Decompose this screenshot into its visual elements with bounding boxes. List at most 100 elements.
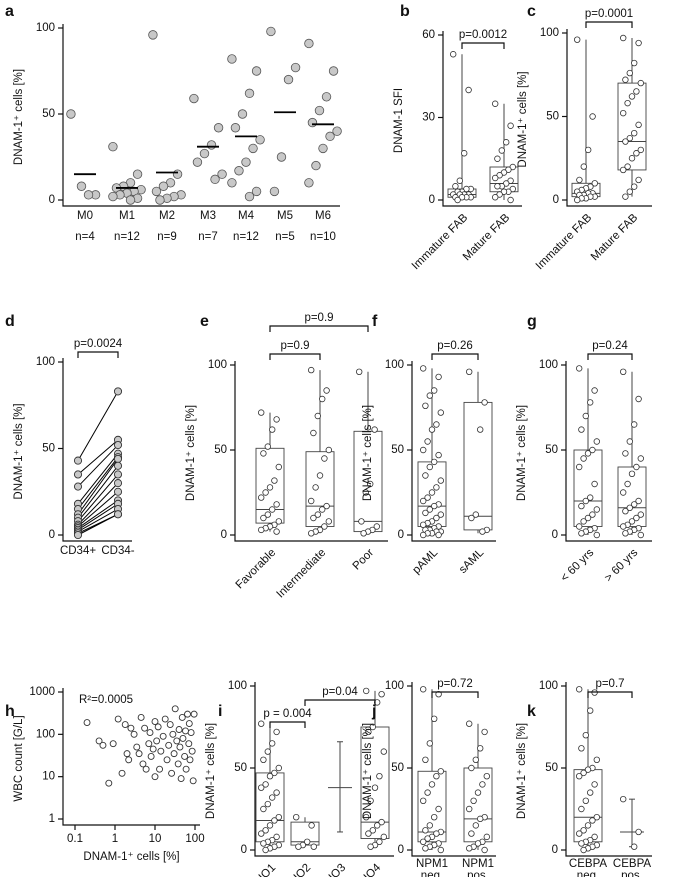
y-tick-label: 100 bbox=[36, 22, 55, 34]
point bbox=[433, 484, 440, 491]
point bbox=[587, 494, 594, 501]
point bbox=[431, 715, 438, 722]
point bbox=[227, 178, 237, 188]
point bbox=[422, 472, 429, 479]
n-label: n=9 bbox=[157, 231, 177, 243]
axes bbox=[565, 682, 652, 857]
bracket bbox=[304, 699, 376, 706]
point bbox=[472, 511, 479, 518]
bracket bbox=[269, 721, 306, 728]
point bbox=[498, 147, 505, 154]
point bbox=[492, 194, 499, 201]
point bbox=[179, 734, 187, 742]
point bbox=[633, 514, 640, 522]
point bbox=[73, 482, 83, 491]
x-tick-label: Favorable bbox=[234, 547, 279, 592]
y-tick-label: 0 bbox=[429, 194, 435, 206]
point bbox=[477, 745, 484, 752]
y-tick-label: 1000 bbox=[29, 686, 55, 698]
point bbox=[574, 196, 581, 204]
point bbox=[584, 450, 592, 457]
point bbox=[420, 838, 427, 845]
point bbox=[319, 506, 326, 513]
point bbox=[431, 458, 438, 466]
point bbox=[365, 830, 372, 837]
y-tick-label: 50 bbox=[545, 762, 558, 774]
panel-letter: d bbox=[5, 313, 15, 330]
y-tick-label: 100 bbox=[540, 27, 559, 39]
point bbox=[593, 814, 600, 821]
point bbox=[258, 409, 265, 416]
point bbox=[304, 38, 314, 49]
point bbox=[113, 510, 123, 519]
point bbox=[371, 426, 378, 433]
x-tick-label: CD34- bbox=[101, 545, 134, 557]
point bbox=[269, 740, 276, 747]
panel-letter: b bbox=[400, 3, 410, 20]
point bbox=[582, 797, 589, 804]
point bbox=[262, 781, 269, 788]
point bbox=[155, 195, 165, 205]
y-tick-label: 50 bbox=[546, 111, 559, 123]
point bbox=[290, 62, 301, 73]
point bbox=[373, 523, 380, 530]
point bbox=[367, 843, 374, 850]
axes bbox=[234, 361, 388, 542]
point bbox=[269, 794, 276, 801]
point bbox=[624, 480, 631, 488]
point bbox=[454, 196, 461, 204]
point bbox=[578, 840, 585, 847]
point bbox=[176, 743, 184, 751]
point bbox=[503, 139, 510, 146]
bracket bbox=[461, 42, 505, 49]
y-tick-label: 100 bbox=[36, 356, 55, 368]
point bbox=[591, 387, 598, 394]
y-axis-label: DNAM-1⁺ cells [%] bbox=[516, 405, 528, 501]
point bbox=[631, 183, 638, 190]
point bbox=[626, 504, 633, 511]
point bbox=[420, 497, 427, 505]
point bbox=[591, 480, 598, 488]
point bbox=[332, 126, 342, 136]
point bbox=[378, 818, 385, 826]
y-tick-label: 100 bbox=[385, 680, 404, 692]
point bbox=[174, 760, 182, 768]
x-tick-label: neg. bbox=[577, 870, 599, 877]
point bbox=[620, 34, 627, 42]
point bbox=[325, 131, 335, 142]
y-tick-label: 30 bbox=[422, 112, 435, 124]
point bbox=[358, 518, 365, 525]
point bbox=[578, 502, 585, 510]
point bbox=[188, 747, 196, 755]
point bbox=[363, 814, 370, 821]
point bbox=[450, 51, 457, 58]
bracket bbox=[77, 351, 119, 358]
point bbox=[492, 174, 499, 182]
point bbox=[360, 530, 367, 537]
point bbox=[185, 740, 193, 748]
point bbox=[374, 822, 381, 829]
point bbox=[148, 30, 158, 40]
point bbox=[461, 150, 468, 157]
point bbox=[435, 451, 442, 459]
point bbox=[635, 176, 642, 184]
point bbox=[620, 166, 627, 174]
axes bbox=[254, 682, 394, 857]
point bbox=[479, 781, 486, 788]
point bbox=[626, 69, 633, 77]
point bbox=[468, 764, 475, 772]
point bbox=[578, 426, 585, 433]
point bbox=[578, 745, 585, 752]
point bbox=[426, 740, 433, 747]
point bbox=[264, 748, 271, 755]
point bbox=[132, 169, 143, 179]
point bbox=[637, 531, 644, 539]
point bbox=[310, 514, 317, 522]
point bbox=[113, 440, 123, 450]
x-tick-label: CEBPA bbox=[613, 858, 651, 870]
point bbox=[477, 815, 484, 823]
point bbox=[273, 501, 280, 508]
point bbox=[433, 830, 440, 837]
point bbox=[369, 723, 376, 731]
point bbox=[163, 756, 171, 764]
